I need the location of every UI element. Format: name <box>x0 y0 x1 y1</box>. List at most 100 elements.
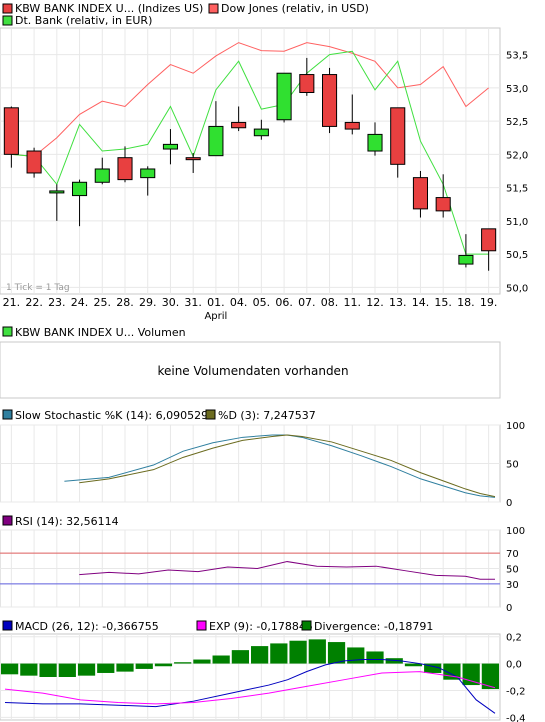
macd-lines <box>4 659 496 714</box>
legend-swatch-dowjones <box>208 3 219 14</box>
stoch-d-swatch <box>205 409 216 420</box>
candle-body <box>208 125 224 157</box>
price-x-tick-label: 22. <box>25 296 43 309</box>
candle-body <box>162 143 178 150</box>
y-tick-label: 50 <box>506 565 519 576</box>
price-y-tick-label: 53,0 <box>506 84 528 95</box>
stochastic-y-axis: 0 50 100 <box>506 421 525 509</box>
price-x-tick-label: 08. <box>321 296 339 309</box>
legend-label-dowjones: Dow Jones (relativ, in USD) <box>221 2 369 15</box>
stoch-k-label: Slow Stochastic %K (14): 6,090529 <box>15 409 208 422</box>
candle-body <box>94 168 110 183</box>
divergence-bar <box>289 640 307 664</box>
price-legend: KBW BANK INDEX U... (Indizes US) Dow Jon… <box>2 2 369 27</box>
divergence-bar <box>77 663 96 676</box>
legend-swatch-dtbank <box>2 15 13 26</box>
divergence-bar <box>135 663 153 669</box>
price-y-tick-label: 52,5 <box>506 117 528 128</box>
divergence-bar <box>20 663 38 676</box>
volume-plot-area <box>0 341 501 399</box>
divergence-bar <box>424 663 442 673</box>
price-x-tick-label: 24. <box>71 296 89 309</box>
price-candles <box>3 57 497 271</box>
volume-empty-message: keine Volumendaten vorhanden <box>157 364 348 378</box>
rsi-y-axis: 0 30 50 70 100 <box>506 526 525 614</box>
y-tick-label: 100 <box>506 526 525 537</box>
candle-body <box>185 157 201 161</box>
divergence-bar <box>193 659 211 664</box>
y-tick-label: 100 <box>506 421 525 432</box>
divergence-bar <box>251 646 269 664</box>
price-x-tick-label: 04. <box>230 296 248 309</box>
y-tick-label: 0 <box>506 603 512 614</box>
price-x-tick-label: 18. <box>457 296 475 309</box>
series-line-1 <box>79 434 496 498</box>
macd-swatch <box>2 620 13 631</box>
divergence-bar <box>327 642 346 664</box>
divergence-bar <box>116 663 134 672</box>
divergence-bar <box>212 655 230 664</box>
divergence-bar <box>404 663 423 667</box>
candle-body <box>412 177 428 210</box>
y-tick-label: 0,2 <box>506 633 522 644</box>
candle-body <box>72 181 88 197</box>
candle-body <box>26 150 42 174</box>
price-series-line-0 <box>11 42 489 157</box>
divergence-bar <box>308 639 326 664</box>
price-x-sublabel: April <box>204 311 227 322</box>
divergence-swatch <box>301 620 312 631</box>
candle-body <box>231 121 247 129</box>
price-y-axis: 50,0 50,5 51,0 51,5 52,0 52,5 53,0 53,5 <box>506 51 528 295</box>
legend-swatch-kbw <box>2 3 13 14</box>
price-y-tick-label: 51,0 <box>506 217 528 228</box>
price-x-tick-label: 28. <box>116 296 134 309</box>
price-x-tick-label: 25. <box>94 296 112 309</box>
price-x-tick-label: 07. <box>298 296 316 309</box>
y-tick-label: 70 <box>506 549 519 560</box>
macd-line <box>4 659 496 714</box>
price-y-tick-label: 50,5 <box>506 250 528 261</box>
price-x-tick-label: 31. <box>184 296 202 309</box>
price-x-tick-label: 13. <box>389 296 407 309</box>
divergence-bar <box>347 647 365 664</box>
divergence-bar <box>174 662 192 664</box>
volume-legend-swatch <box>2 326 13 337</box>
divergence-bar <box>481 663 499 690</box>
price-x-tick-label: 14. <box>412 296 430 309</box>
price-x-tick-label: 06. <box>275 296 293 309</box>
y-tick-label: -0,2 <box>506 686 526 697</box>
stochastic-grid <box>0 424 500 503</box>
candle-body <box>344 121 360 130</box>
macd-divergence-bars <box>1 639 499 690</box>
divergence-bar <box>270 643 288 664</box>
price-plot-area <box>0 27 501 295</box>
divergence-bar <box>1 663 19 675</box>
y-tick-label: -0,4 <box>506 713 526 722</box>
candle-body <box>253 128 269 137</box>
y-tick-label: 50 <box>506 460 519 471</box>
candle-body <box>367 133 383 152</box>
tick-note: 1 Tick = 1 Tag <box>6 283 70 293</box>
candle-body <box>322 74 338 127</box>
rsi-swatch <box>2 515 13 526</box>
divergence-bar <box>97 663 115 673</box>
price-x-tick-label: 05. <box>253 296 271 309</box>
candle-body <box>390 107 406 165</box>
divergence-bar <box>39 663 57 677</box>
series-line-0 <box>79 561 495 580</box>
price-x-tick-label: 15. <box>434 296 452 309</box>
price-series-line-1 <box>11 50 489 255</box>
divergence-bar <box>231 650 249 664</box>
macd-y-axis: -0,4 -0,2 0,0 0,2 <box>506 633 526 722</box>
rsi-label: RSI (14): 32,56114 <box>15 515 119 528</box>
candle-body <box>49 190 65 194</box>
price-x-axis: 21. 22. 23. 24. 25. 28. 29. 30. 31. 01. 04. 05. 06. 0… <box>3 296 498 322</box>
rsi-lines <box>79 561 495 580</box>
candle-body <box>117 157 133 181</box>
exp-swatch <box>196 620 207 631</box>
price-x-tick-label: 11. <box>344 296 362 309</box>
rsi-grid <box>0 529 500 608</box>
price-x-tick-label: 30. <box>162 296 180 309</box>
price-x-tick-label: 29. <box>139 296 157 309</box>
